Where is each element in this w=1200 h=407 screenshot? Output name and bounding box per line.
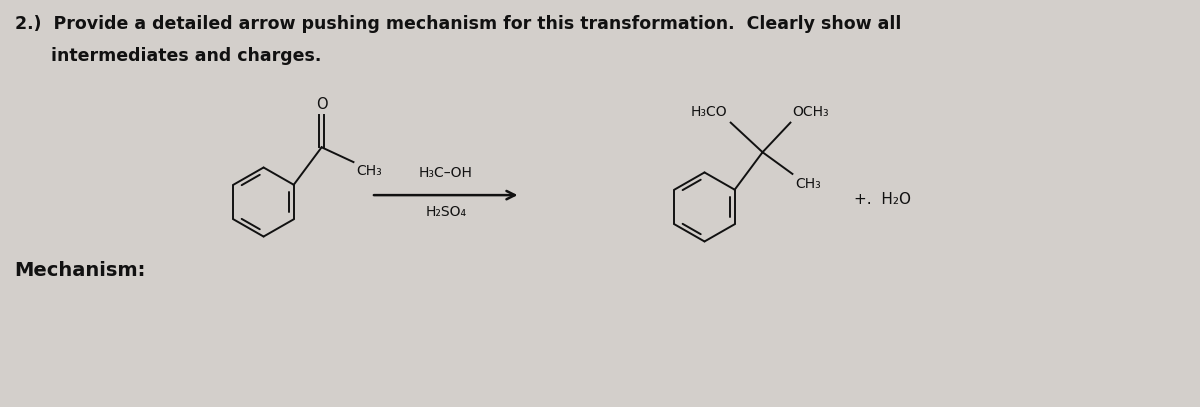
Text: H₂SO₄: H₂SO₄ [425, 205, 467, 219]
Text: +.  H₂O: +. H₂O [854, 192, 911, 207]
Text: Mechanism:: Mechanism: [14, 261, 146, 280]
Text: CH₃: CH₃ [796, 177, 821, 191]
Text: O: O [316, 97, 328, 112]
Text: OCH₃: OCH₃ [792, 105, 829, 119]
Text: 2.)  Provide a detailed arrow pushing mechanism for this transformation.  Clearl: 2.) Provide a detailed arrow pushing mec… [14, 15, 901, 33]
Text: H₃C–OH: H₃C–OH [419, 166, 473, 180]
Text: intermediates and charges.: intermediates and charges. [14, 47, 322, 65]
Text: CH₃: CH₃ [356, 164, 382, 178]
Text: H₃CO: H₃CO [691, 105, 727, 119]
